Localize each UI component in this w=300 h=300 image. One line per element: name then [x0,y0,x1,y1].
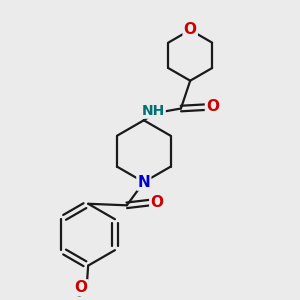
Text: O: O [184,22,197,38]
Text: NH: NH [142,104,165,118]
Text: O: O [74,280,88,296]
Text: O: O [206,100,219,115]
Text: N: N [137,175,150,190]
Text: O: O [150,195,163,210]
